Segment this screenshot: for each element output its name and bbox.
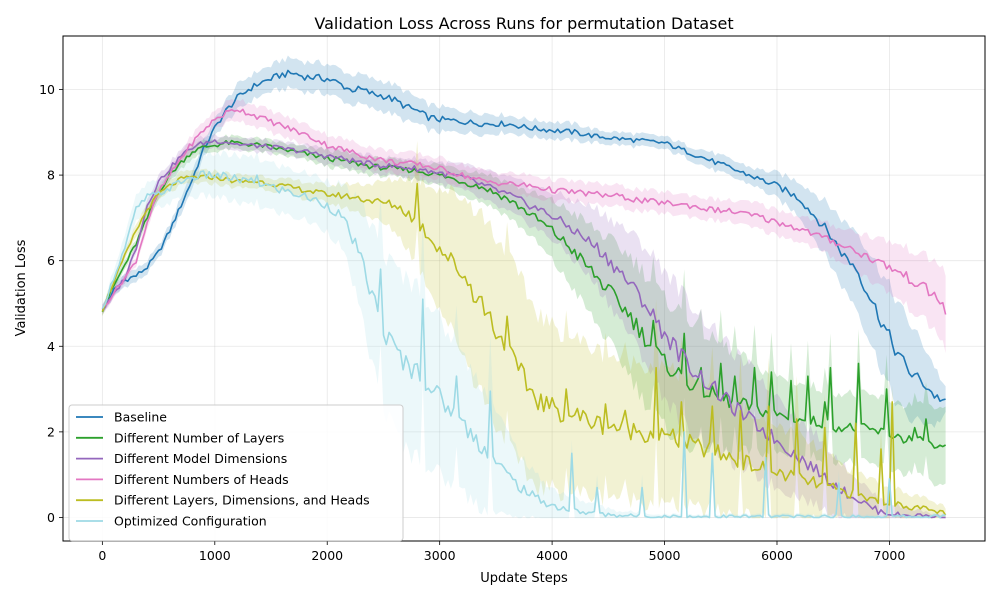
series-line — [101, 69, 946, 402]
y-tick-label: 10 — [39, 82, 55, 97]
series-band — [102, 55, 946, 428]
y-tick-label: 0 — [47, 510, 55, 525]
legend-entry: Optimized Configuration — [114, 514, 267, 529]
series-line — [101, 108, 947, 315]
x-tick-label: 2000 — [311, 548, 343, 563]
legend-entry: Baseline — [114, 410, 167, 425]
series-band — [102, 134, 946, 487]
legend-box — [68, 404, 404, 542]
legend-entry: Different Numbers of Heads — [114, 472, 289, 487]
y-tick-label: 4 — [47, 339, 55, 354]
x-tick-label: 1000 — [199, 548, 231, 563]
legend-entry: Different Number of Layers — [114, 430, 284, 445]
legend-entry: Different Model Dimensions — [114, 451, 287, 466]
x-tick-label: 6000 — [761, 548, 793, 563]
series-lines — [101, 69, 947, 519]
x-tick-label: 5000 — [649, 548, 681, 563]
x-axis-label: Update Steps — [480, 571, 568, 586]
confidence-bands — [102, 55, 946, 519]
x-tick-label: 4000 — [536, 548, 568, 563]
plot-area-frame — [62, 35, 986, 542]
series-line — [101, 170, 946, 519]
y-axis-ticks: 0 2 4 6 8 10 — [39, 82, 63, 525]
series-band — [102, 140, 946, 519]
x-tick-label: 7000 — [874, 548, 906, 563]
y-tick-label: 2 — [47, 424, 55, 439]
series-line — [101, 139, 946, 519]
legend: Baseline Different Number of Layers Differ… — [68, 404, 404, 542]
chart-title: Validation Loss Across Runs for permutat… — [314, 14, 733, 33]
y-axis-label: Validation Loss — [14, 239, 29, 336]
legend-entry: Different Layers, Dimensions, and Heads — [114, 493, 370, 508]
x-tick-label: 3000 — [424, 548, 456, 563]
x-axis-ticks: 0 1000 2000 3000 4000 5000 6000 7000 — [98, 541, 905, 563]
y-tick-label: 8 — [47, 168, 55, 183]
series-band — [102, 133, 946, 519]
series-band — [102, 98, 946, 354]
y-tick-label: 6 — [47, 253, 55, 268]
series-band — [102, 149, 946, 519]
x-tick-label: 0 — [98, 548, 106, 563]
series-line — [101, 174, 947, 516]
